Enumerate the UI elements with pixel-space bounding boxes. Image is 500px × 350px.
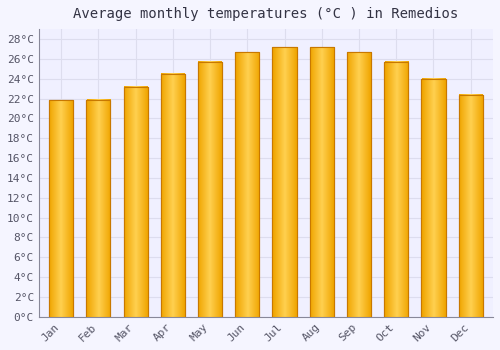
Bar: [272, 47, 296, 317]
Bar: [198, 62, 222, 317]
Bar: [86, 99, 110, 317]
Bar: [310, 47, 334, 317]
Bar: [124, 86, 148, 317]
Bar: [86, 99, 110, 317]
Bar: [198, 62, 222, 317]
Bar: [160, 74, 185, 317]
Bar: [347, 52, 371, 317]
Bar: [310, 47, 334, 317]
Bar: [422, 79, 446, 317]
Bar: [160, 74, 185, 317]
Bar: [124, 86, 148, 317]
Bar: [272, 47, 296, 317]
Bar: [422, 79, 446, 317]
Bar: [347, 52, 371, 317]
Bar: [458, 94, 483, 317]
Bar: [235, 52, 260, 317]
Bar: [49, 100, 73, 317]
Bar: [458, 94, 483, 317]
Title: Average monthly temperatures (°C ) in Remedios: Average monthly temperatures (°C ) in Re…: [74, 7, 458, 21]
Bar: [235, 52, 260, 317]
Bar: [384, 62, 408, 317]
Bar: [384, 62, 408, 317]
Bar: [49, 100, 73, 317]
